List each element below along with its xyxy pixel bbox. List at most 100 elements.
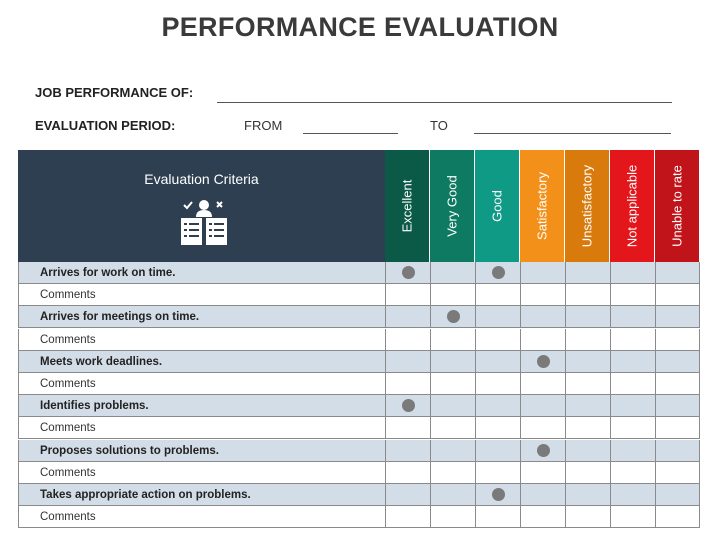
rating-cell[interactable] [385,350,430,373]
rating-cell[interactable] [520,373,565,395]
rating-cell[interactable] [610,506,655,529]
rating-cell[interactable] [385,306,430,329]
rating-cell[interactable] [430,417,475,440]
rating-cell[interactable] [565,461,610,484]
rating-cell[interactable] [520,284,565,307]
comments-label[interactable]: Comments [18,506,385,529]
comments-label[interactable]: Comments [18,417,385,440]
rating-cell[interactable] [565,484,610,506]
rating-cell[interactable] [565,439,610,462]
rating-header-not-applicable: Not applicable [610,150,655,262]
rating-cell[interactable] [430,484,475,506]
rating-cell[interactable] [520,417,565,440]
rating-cell[interactable] [655,395,700,418]
rating-cell[interactable] [475,373,520,395]
rating-cell[interactable] [655,350,700,373]
comments-label[interactable]: Comments [18,284,385,307]
rating-cell[interactable] [475,350,520,373]
rating-cell[interactable] [565,262,610,284]
rating-cell[interactable] [475,262,520,284]
comments-label[interactable]: Comments [18,373,385,395]
rating-cell[interactable] [430,328,475,351]
rating-cell[interactable] [475,284,520,307]
rating-cell[interactable] [430,373,475,395]
rating-cell[interactable] [610,328,655,351]
rating-cell[interactable] [430,262,475,284]
rating-cell[interactable] [655,306,700,329]
rating-cell[interactable] [475,328,520,351]
rating-cell[interactable] [565,417,610,440]
rating-cell[interactable] [385,328,430,351]
rating-cell[interactable] [565,506,610,529]
rating-cell[interactable] [385,484,430,506]
criteria-label: Identifies problems. [18,395,385,418]
rating-cell[interactable] [475,506,520,529]
rating-cell[interactable] [610,417,655,440]
from-date-field[interactable] [303,133,398,134]
rating-cell[interactable] [430,395,475,418]
rating-cell[interactable] [520,439,565,462]
rating-cell[interactable] [655,373,700,395]
rating-cell[interactable] [655,461,700,484]
rating-cell[interactable] [565,395,610,418]
rating-cell[interactable] [610,439,655,462]
rating-cell[interactable] [520,262,565,284]
rating-cell[interactable] [385,417,430,440]
rating-cell[interactable] [430,461,475,484]
rating-cell[interactable] [565,350,610,373]
criteria-header-label: Evaluation Criteria [144,171,259,187]
rating-cell[interactable] [475,417,520,440]
rating-cell[interactable] [655,506,700,529]
rating-cell[interactable] [610,262,655,284]
rating-cell[interactable] [430,439,475,462]
criteria-row: Arrives for work on time. [18,262,703,284]
criteria-row: Arrives for meetings on time. [18,306,703,329]
rating-cell[interactable] [520,461,565,484]
rating-cell[interactable] [385,506,430,529]
rating-cell[interactable] [385,461,430,484]
rating-cell[interactable] [610,395,655,418]
rating-cell[interactable] [655,262,700,284]
comments-label[interactable]: Comments [18,328,385,351]
rating-cell[interactable] [655,484,700,506]
rating-cell[interactable] [475,395,520,418]
rating-cell[interactable] [520,506,565,529]
rating-cell[interactable] [610,306,655,329]
rating-cell[interactable] [655,417,700,440]
rating-cell[interactable] [520,484,565,506]
rating-cell[interactable] [385,395,430,418]
rating-cell[interactable] [430,306,475,329]
rating-cell[interactable] [655,328,700,351]
comments-row: Comments [18,461,703,484]
rating-cell[interactable] [475,306,520,329]
rating-cell[interactable] [475,461,520,484]
rating-cell[interactable] [475,439,520,462]
rating-cell[interactable] [610,350,655,373]
rating-cell[interactable] [520,350,565,373]
rating-cell[interactable] [385,284,430,307]
job-performance-field[interactable] [217,102,672,103]
rating-cell[interactable] [385,373,430,395]
comments-label[interactable]: Comments [18,461,385,484]
rating-cell[interactable] [565,306,610,329]
rating-cell[interactable] [520,306,565,329]
rating-cell[interactable] [610,484,655,506]
rating-cell[interactable] [565,328,610,351]
rating-cell[interactable] [430,506,475,529]
rating-cell[interactable] [655,439,700,462]
comments-row: Comments [18,417,703,440]
rating-cell[interactable] [385,439,430,462]
to-date-field[interactable] [474,133,671,134]
rating-cell[interactable] [430,350,475,373]
rating-cell[interactable] [475,484,520,506]
rating-cell[interactable] [520,395,565,418]
rating-cell[interactable] [565,373,610,395]
rating-cell[interactable] [610,373,655,395]
rating-cell[interactable] [610,284,655,307]
rating-cell[interactable] [385,262,430,284]
rating-cell[interactable] [520,328,565,351]
rating-cell[interactable] [655,284,700,307]
rating-cell[interactable] [430,284,475,307]
rating-cell[interactable] [610,461,655,484]
rating-cell[interactable] [565,284,610,307]
